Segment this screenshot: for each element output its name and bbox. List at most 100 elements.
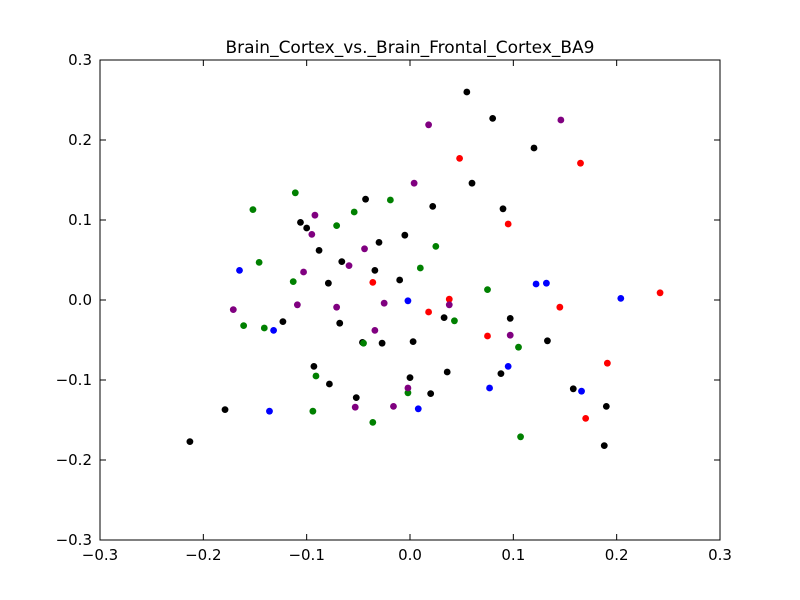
x-tick-label: −0.2: [185, 546, 221, 564]
data-point: [530, 144, 538, 152]
data-point: [371, 267, 379, 274]
x-tick-label: 0.3: [708, 546, 732, 564]
data-point: [312, 372, 320, 380]
y-tick-label: −0.3: [56, 531, 92, 549]
data-point: [361, 245, 368, 253]
data-point: [582, 415, 590, 422]
data-point: [463, 88, 471, 96]
data-point: [324, 279, 332, 287]
data-point: [416, 264, 424, 272]
data-point: [404, 297, 412, 305]
chart-title: Brain_Cortex_vs._Brain_Frontal_Cortex_BA…: [226, 38, 595, 58]
data-point: [297, 219, 304, 226]
x-tick-label: 0.0: [398, 546, 422, 564]
data-point: [360, 339, 367, 347]
data-point: [390, 403, 397, 410]
data-point: [429, 203, 437, 210]
data-point: [375, 239, 383, 246]
data-point: [506, 331, 514, 339]
data-point: [406, 374, 414, 381]
x-tick-label: 0.2: [605, 546, 629, 564]
data-point: [499, 205, 507, 213]
data-point: [401, 231, 409, 239]
data-point: [414, 405, 422, 413]
data-point: [386, 196, 394, 204]
data-point: [515, 343, 522, 351]
data-point: [369, 419, 377, 426]
data-point: [445, 301, 453, 309]
y-tick-label: −0.2: [56, 451, 92, 469]
data-point: [445, 295, 453, 303]
data-point: [350, 208, 358, 216]
data-point: [497, 370, 505, 377]
data-point: [456, 155, 463, 162]
y-tick-label: 0.1: [68, 211, 92, 229]
data-point: [617, 295, 625, 302]
data-point: [333, 222, 341, 230]
data-point: [369, 279, 377, 286]
data-point: [240, 322, 248, 329]
data-point: [443, 368, 451, 376]
data-point: [309, 407, 317, 415]
ticks-layer: [99, 59, 721, 541]
data-point: [486, 384, 493, 392]
data-point: [569, 385, 577, 393]
data-point: [345, 262, 353, 269]
data-point: [315, 247, 323, 254]
data-point: [380, 299, 388, 307]
x-axis-tick-labels: −0.3 −0.2 −0.1 0.0 0.1 0.2 0.3: [82, 546, 732, 564]
data-point: [603, 359, 611, 367]
data-point: [279, 318, 287, 325]
data-point: [656, 289, 664, 297]
data-point: [543, 279, 550, 287]
data-point: [440, 314, 448, 321]
y-tick-label: 0.0: [68, 291, 92, 309]
data-point: [352, 394, 360, 401]
data-point: [326, 380, 333, 388]
data-point: [427, 390, 435, 397]
data-point: [260, 324, 268, 332]
data-point: [338, 258, 346, 265]
data-point: [425, 308, 432, 316]
data-point: [270, 327, 277, 334]
data-point: [577, 159, 584, 167]
data-point: [378, 339, 386, 347]
data-point: [333, 303, 341, 311]
data-point: [602, 403, 610, 410]
data-point: [266, 407, 273, 415]
data-point: [311, 211, 319, 219]
data-point: [409, 338, 417, 345]
data-point: [517, 433, 524, 441]
data-point: [229, 306, 237, 313]
data-point: [336, 319, 344, 327]
data-point: [255, 259, 263, 266]
data-point: [557, 116, 565, 124]
x-tick-label: −0.1: [288, 546, 324, 564]
data-point: [578, 387, 585, 395]
data-point: [556, 303, 564, 311]
data-point: [404, 389, 412, 397]
data-point: [293, 301, 301, 309]
data-point: [468, 179, 476, 187]
data-point: [308, 231, 316, 238]
points-layer: [186, 88, 664, 449]
data-point: [371, 327, 379, 334]
data-point: [221, 406, 229, 413]
data-point: [289, 278, 297, 285]
data-point: [186, 438, 194, 445]
data-point: [451, 317, 458, 325]
data-point: [249, 206, 257, 214]
x-tick-label: 0.1: [501, 546, 525, 564]
data-point: [432, 243, 440, 250]
data-point: [300, 268, 307, 276]
y-tick-label: 0.2: [68, 131, 92, 149]
data-point: [504, 363, 512, 370]
data-point: [484, 332, 491, 340]
data-point: [532, 280, 540, 288]
data-point: [425, 121, 432, 129]
data-point: [404, 384, 412, 392]
data-point: [303, 224, 311, 232]
data-point: [291, 189, 299, 197]
